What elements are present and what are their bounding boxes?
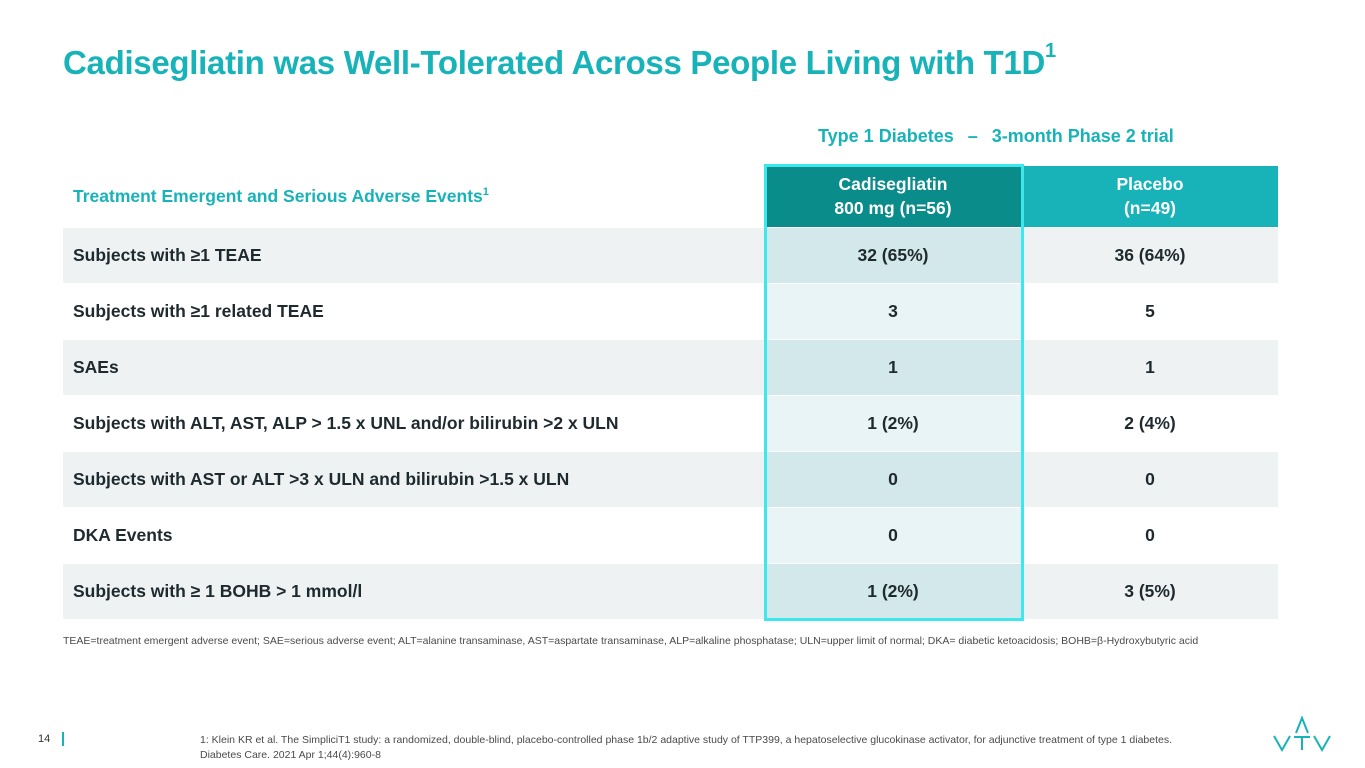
cadisegliatin-value: 1 xyxy=(764,338,1022,395)
trial-name: 3-month Phase 2 trial xyxy=(991,126,1174,146)
placebo-value: 5 xyxy=(1022,282,1278,339)
header-footnote-marker: 1 xyxy=(482,185,489,198)
cadisegliatin-value: 3 xyxy=(764,282,1022,339)
adverse-events-table: Treatment Emergent and Serious Adverse E… xyxy=(63,166,1278,619)
trial-separator: – xyxy=(967,126,978,146)
cadisegliatin-value: 1 (2%) xyxy=(764,394,1022,451)
page-title: Cadisegliatin was Well-Tolerated Across … xyxy=(63,40,1056,81)
column-header-placebo: Placebo (n=49) xyxy=(1022,166,1278,227)
row-label: Subjects with ≥1 TEAE xyxy=(63,226,764,283)
table-header-label: Treatment Emergent and Serious Adverse E… xyxy=(63,166,764,227)
placebo-value: 0 xyxy=(1022,450,1278,507)
row-label: Subjects with ALT, AST, ALP > 1.5 x UNL … xyxy=(63,394,764,451)
placebo-value: 1 xyxy=(1022,338,1278,395)
table-row: Subjects with AST or ALT >3 x ULN and bi… xyxy=(63,450,1278,507)
cadisegliatin-value: 0 xyxy=(764,450,1022,507)
vtv-logo-icon xyxy=(1272,713,1344,758)
column-header-cadisegliatin: Cadisegliatin 800 mg (n=56) xyxy=(764,166,1022,227)
row-label: Subjects with ≥ 1 BOHB > 1 mmol/l xyxy=(63,562,764,619)
placebo-value: 36 (64%) xyxy=(1022,226,1278,283)
table-row: Subjects with ≥ 1 BOHB > 1 mmol/l 1 (2%)… xyxy=(63,562,1278,619)
reference-footnote: 1: Klein KR et al. The SimpliciT1 study:… xyxy=(200,734,1173,761)
row-label: DKA Events xyxy=(63,506,764,563)
placebo-value: 3 (5%) xyxy=(1022,562,1278,619)
table-row: DKA Events 0 0 xyxy=(63,506,1278,563)
trial-population: Type 1 Diabetes xyxy=(818,126,954,146)
cadisegliatin-value: 0 xyxy=(764,506,1022,563)
placebo-value: 2 (4%) xyxy=(1022,394,1278,451)
row-label: SAEs xyxy=(63,338,764,395)
table-header-row: Treatment Emergent and Serious Adverse E… xyxy=(63,166,1278,227)
cadisegliatin-value: 1 (2%) xyxy=(764,562,1022,619)
table-row: Subjects with ≥1 related TEAE 3 5 xyxy=(63,282,1278,339)
title-footnote-marker: 1 xyxy=(1045,40,1056,62)
table-row: Subjects with ≥1 TEAE 32 (65%) 36 (64%) xyxy=(63,226,1278,283)
placebo-value: 0 xyxy=(1022,506,1278,563)
trial-header: Type 1 Diabetes –3-month Phase 2 trial xyxy=(818,126,1174,147)
page-number-divider xyxy=(62,732,64,746)
cadisegliatin-value: 32 (65%) xyxy=(764,226,1022,283)
table-row: Subjects with ALT, AST, ALP > 1.5 x UNL … xyxy=(63,394,1278,451)
table-row: SAEs 1 1 xyxy=(63,338,1278,395)
page-number: 14 xyxy=(38,733,51,745)
row-label: Subjects with AST or ALT >3 x ULN and bi… xyxy=(63,450,764,507)
row-label: Subjects with ≥1 related TEAE xyxy=(63,282,764,339)
abbreviations-footnote: TEAE=treatment emergent adverse event; S… xyxy=(63,635,1199,647)
